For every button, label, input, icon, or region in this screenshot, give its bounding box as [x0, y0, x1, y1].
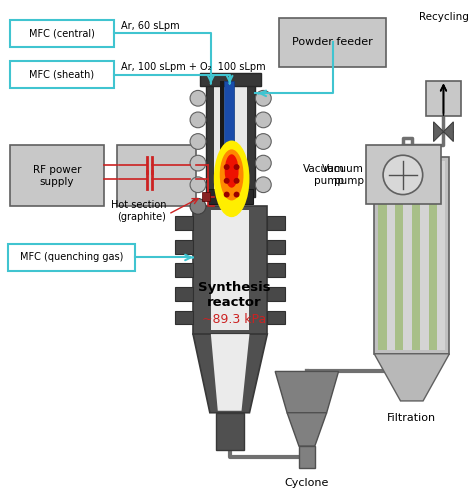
- Text: Powder feeder: Powder feeder: [292, 37, 373, 47]
- Circle shape: [255, 134, 271, 149]
- Text: ~89.3 kPa: ~89.3 kPa: [202, 313, 267, 326]
- Polygon shape: [444, 122, 453, 142]
- Text: Recycling: Recycling: [419, 12, 468, 22]
- Polygon shape: [287, 413, 327, 446]
- Circle shape: [224, 178, 230, 184]
- Circle shape: [190, 155, 206, 171]
- Bar: [175, 287, 193, 301]
- Bar: [395, 161, 403, 350]
- Bar: [10, 20, 114, 47]
- Circle shape: [234, 192, 239, 198]
- Text: Vacuum
pump: Vacuum pump: [302, 164, 345, 186]
- Bar: [117, 145, 196, 206]
- Circle shape: [190, 199, 206, 214]
- Text: Ar, 100 sLpm + O₂  100 sLpm: Ar, 100 sLpm + O₂ 100 sLpm: [121, 62, 265, 72]
- Polygon shape: [275, 371, 338, 413]
- Bar: [175, 264, 193, 277]
- Circle shape: [190, 90, 206, 106]
- Polygon shape: [193, 334, 267, 413]
- Bar: [267, 310, 285, 325]
- Bar: [216, 413, 244, 450]
- Polygon shape: [374, 354, 449, 401]
- Text: MFC (central): MFC (central): [29, 28, 95, 39]
- Bar: [366, 145, 440, 204]
- Bar: [208, 189, 254, 204]
- Text: Cyclone: Cyclone: [285, 478, 329, 488]
- Bar: [267, 216, 285, 230]
- Text: Vacuum
pump: Vacuum pump: [322, 164, 365, 186]
- Bar: [378, 161, 387, 350]
- Circle shape: [234, 178, 239, 184]
- Bar: [267, 240, 285, 254]
- Circle shape: [190, 134, 206, 149]
- Ellipse shape: [220, 149, 244, 201]
- Bar: [175, 310, 193, 325]
- Bar: [8, 244, 135, 271]
- Bar: [420, 161, 428, 350]
- Text: Synthesis
reactor: Synthesis reactor: [198, 281, 271, 309]
- Text: MFC (sheath): MFC (sheath): [29, 70, 94, 80]
- Polygon shape: [211, 334, 249, 411]
- Circle shape: [255, 155, 271, 171]
- Bar: [175, 216, 193, 230]
- Text: Filtration: Filtration: [387, 413, 437, 423]
- Text: Ar, 60 sLpm: Ar, 60 sLpm: [121, 20, 179, 31]
- Bar: [220, 81, 224, 189]
- Bar: [224, 81, 234, 189]
- Bar: [426, 81, 461, 116]
- Bar: [214, 84, 247, 193]
- Bar: [267, 287, 285, 301]
- Bar: [412, 161, 420, 350]
- Ellipse shape: [225, 154, 238, 188]
- Bar: [437, 161, 446, 350]
- Bar: [374, 157, 449, 354]
- Circle shape: [190, 177, 206, 193]
- Circle shape: [224, 164, 230, 170]
- Bar: [202, 192, 210, 202]
- Bar: [200, 73, 261, 86]
- Text: RF power
supply: RF power supply: [33, 165, 81, 187]
- Bar: [211, 210, 249, 330]
- Bar: [279, 18, 386, 67]
- Bar: [299, 446, 315, 468]
- Bar: [175, 240, 193, 254]
- Bar: [403, 161, 412, 350]
- Bar: [10, 61, 114, 88]
- Bar: [428, 161, 437, 350]
- Ellipse shape: [214, 141, 249, 217]
- Bar: [267, 264, 285, 277]
- Circle shape: [224, 192, 230, 198]
- Text: Hot section
(graphite): Hot section (graphite): [111, 201, 166, 222]
- Text: MFC (quenching gas): MFC (quenching gas): [19, 252, 123, 263]
- Circle shape: [255, 177, 271, 193]
- Circle shape: [255, 90, 271, 106]
- Circle shape: [234, 164, 239, 170]
- Bar: [193, 206, 267, 334]
- Bar: [10, 145, 104, 206]
- Bar: [206, 81, 255, 197]
- Circle shape: [383, 155, 423, 195]
- Circle shape: [255, 112, 271, 128]
- Circle shape: [190, 112, 206, 128]
- Polygon shape: [434, 122, 444, 142]
- Bar: [387, 161, 395, 350]
